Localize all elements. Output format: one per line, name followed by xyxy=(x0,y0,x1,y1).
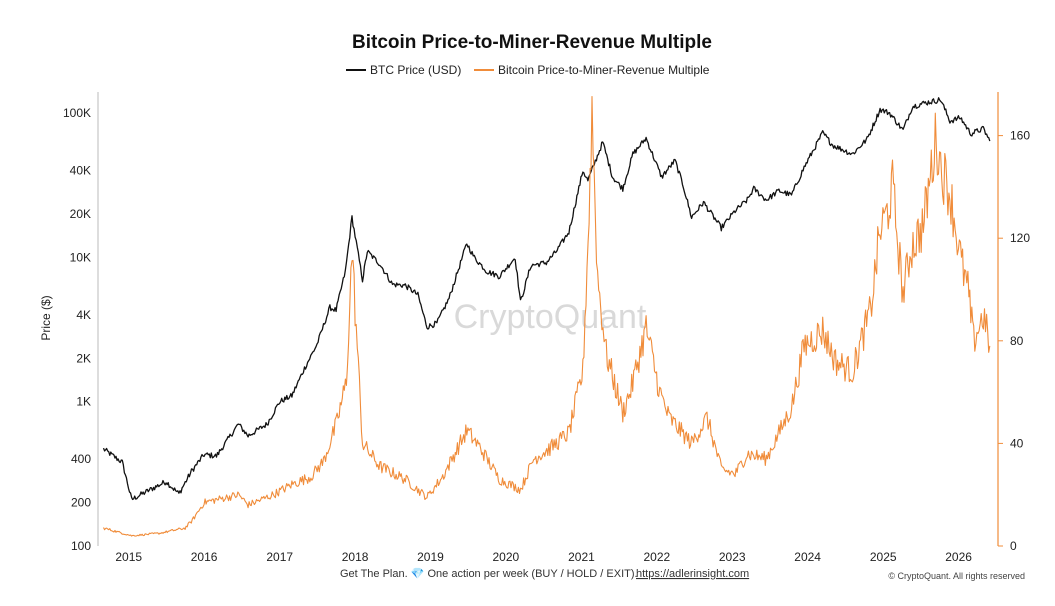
x-tick-label: 2016 xyxy=(191,550,218,564)
y-axis-left-label: Price ($) xyxy=(39,295,53,340)
y-left-tick-label: 1K xyxy=(76,395,91,409)
legend: BTC Price (USD) Bitcoin Price-to-Miner-R… xyxy=(346,63,710,77)
y-left-tick-label: 10K xyxy=(70,250,91,264)
axes xyxy=(97,92,999,546)
left-tick-labels: 100 200 400 1K 2K 4K 10K 20K 40K 100K xyxy=(63,106,91,553)
x-tick-label: 2015 xyxy=(115,550,142,564)
y-left-tick-label: 200 xyxy=(71,496,91,510)
y-right-tick-label: 120 xyxy=(1010,231,1030,245)
x-tick-label: 2024 xyxy=(794,550,821,564)
y-right-tick-label: 80 xyxy=(1010,334,1024,348)
y-left-tick-label: 20K xyxy=(70,207,91,221)
x-tick-label: 2023 xyxy=(719,550,746,564)
copyright-text: © CryptoQuant. All rights reserved xyxy=(888,571,1025,581)
y-right-tick-label: 40 xyxy=(1010,436,1024,450)
y-right-tick-label: 160 xyxy=(1010,129,1030,143)
y-left-tick-label: 100 xyxy=(71,539,91,553)
series-layer xyxy=(102,95,991,537)
legend-label-btc: BTC Price (USD) xyxy=(370,63,461,77)
x-tick-label: 2019 xyxy=(417,550,444,564)
x-tick-label: 2018 xyxy=(342,550,369,564)
x-tick-label: 2020 xyxy=(493,550,520,564)
watermark: CryptoQuant xyxy=(454,298,647,336)
y-left-tick-label: 100K xyxy=(63,106,91,120)
x-tick-label: 2025 xyxy=(870,550,897,564)
y-left-tick-label: 400 xyxy=(71,452,91,466)
y-left-tick-label: 40K xyxy=(70,164,91,178)
footer-link[interactable]: https://adlerinsight.com xyxy=(636,568,749,580)
x-tick-labels: 2015 2016 2017 2018 2019 2020 2021 2022 2023 2024… xyxy=(115,550,972,564)
y-left-tick-label: 4K xyxy=(76,308,91,322)
series-line-price-to-miner-revenue-multiple xyxy=(103,95,991,537)
y-right-tick-label: 0 xyxy=(1010,539,1017,553)
y-left-tick-label: 2K xyxy=(76,351,91,365)
series-line-btc-price xyxy=(102,97,991,501)
x-tick-label: 2021 xyxy=(568,550,595,564)
legend-label-multiple: Bitcoin Price-to-Miner-Revenue Multiple xyxy=(498,63,710,77)
x-tick-label: 2022 xyxy=(643,550,670,564)
right-tick-labels: 0 40 80 120 160 xyxy=(998,129,1030,553)
x-tick-label: 2026 xyxy=(945,550,972,564)
chart-title: Bitcoin Price-to-Miner-Revenue Multiple xyxy=(352,32,712,53)
footer: Get The Plan. 💎 One action per week (BUY… xyxy=(340,567,1025,581)
footer-text: Get The Plan. 💎 One action per week (BUY… xyxy=(340,567,638,580)
x-tick-label: 2017 xyxy=(266,550,293,564)
